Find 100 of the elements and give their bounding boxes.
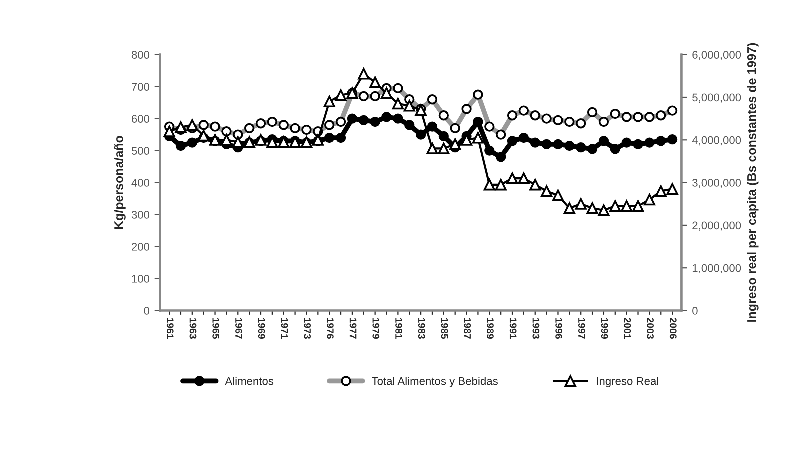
point [404, 100, 416, 112]
x-tick-label: 1983 [418, 318, 426, 339]
y2-tick-label: 0 [692, 307, 698, 315]
x-tick-label: 2001 [624, 318, 632, 340]
point [347, 114, 358, 124]
legend-label: Total Alimentos y Bebidas [372, 377, 498, 388]
point [644, 194, 656, 206]
y-axis-title: Kg/persona/año [114, 136, 126, 230]
point [427, 122, 438, 132]
point [576, 142, 586, 153]
y-tick-label: 700 [132, 83, 150, 91]
point [496, 152, 506, 162]
y-tick-label: 0 [144, 307, 150, 315]
point [610, 144, 620, 154]
x-tick-label: 1971 [281, 318, 288, 340]
point [530, 179, 542, 191]
x-tick-label: 1991 [510, 318, 517, 340]
y2-tick-label: 2,000,000 [692, 222, 742, 231]
x-tick-label: 1996 [556, 318, 563, 339]
y2-tick-label: 5,000,000 [692, 94, 742, 103]
point [484, 179, 496, 191]
point [186, 119, 198, 131]
point [530, 138, 540, 148]
point [564, 202, 576, 214]
point [575, 198, 587, 210]
point [598, 204, 610, 216]
y-tick-label: 400 [132, 179, 150, 187]
point [336, 132, 346, 144]
point [633, 139, 644, 150]
point [187, 138, 198, 148]
point [450, 138, 462, 150]
y-tick-label: 100 [132, 275, 150, 283]
y2-tick-label: 3,000,000 [692, 179, 742, 188]
point [632, 200, 644, 212]
legend-label: Ingreso Real [597, 377, 658, 388]
point [472, 132, 484, 144]
point [598, 136, 610, 146]
x-tick-label: 1967 [236, 318, 242, 339]
point [621, 200, 633, 212]
x-tick-label: 1973 [304, 318, 312, 339]
point [541, 186, 553, 198]
point [404, 120, 415, 130]
point [564, 140, 575, 152]
x-tick-label: 1977 [350, 318, 357, 339]
x-tick-label: 2003 [647, 318, 654, 339]
point [393, 114, 404, 124]
point [324, 132, 335, 144]
point [438, 131, 449, 142]
point [622, 138, 632, 148]
point [382, 112, 392, 122]
point [426, 142, 438, 154]
point [495, 179, 507, 191]
point [655, 186, 667, 198]
point [220, 134, 232, 146]
point [666, 183, 678, 195]
point [507, 136, 518, 146]
point [484, 146, 495, 156]
x-tick-label: 1985 [441, 318, 448, 340]
point [644, 138, 655, 148]
y-tick-label: 200 [132, 243, 150, 251]
x-tick-label: 1999 [601, 318, 608, 339]
x-tick-label: 2006 [670, 318, 677, 339]
point [370, 76, 382, 88]
point [358, 68, 370, 80]
y2-tick-label: 1,000,000 [692, 264, 742, 274]
point [667, 134, 678, 145]
point [176, 140, 186, 152]
point [164, 126, 176, 138]
x-tick-label: 1979 [372, 318, 380, 339]
point [438, 142, 450, 154]
x-tick-label: 1987 [464, 318, 472, 339]
x-tick-label: 1981 [396, 318, 402, 340]
y-tick-label: 500 [132, 147, 150, 155]
x-tick-label: 1976 [326, 318, 334, 339]
point [358, 115, 369, 126]
point [473, 116, 484, 128]
legend-label: Alimentos [225, 377, 274, 386]
point [542, 139, 552, 150]
point [518, 132, 530, 144]
point [392, 98, 404, 110]
point [656, 136, 666, 146]
x-tick-label: 1963 [190, 318, 197, 339]
point [370, 116, 380, 128]
point [324, 96, 336, 108]
point [518, 172, 530, 184]
point [586, 202, 598, 214]
y2-tick-label: 4,000,000 [692, 136, 742, 146]
y2-tick-label: 6,000,000 [692, 51, 742, 60]
x-tick-label: 1993 [532, 318, 540, 339]
point [416, 130, 426, 140]
point [506, 172, 518, 184]
point [553, 139, 564, 150]
x-tick-label: 1961 [166, 318, 174, 340]
x-tick-label: 1989 [487, 318, 494, 339]
x-tick-label: 1997 [578, 318, 586, 339]
point [175, 122, 187, 134]
point [380, 87, 393, 99]
y2-axis-title: Ingreso real per capita (Bs constantes de 1997) [747, 43, 759, 322]
y-tick-label: 300 [132, 211, 150, 219]
x-tick-label: 1965 [212, 318, 220, 340]
